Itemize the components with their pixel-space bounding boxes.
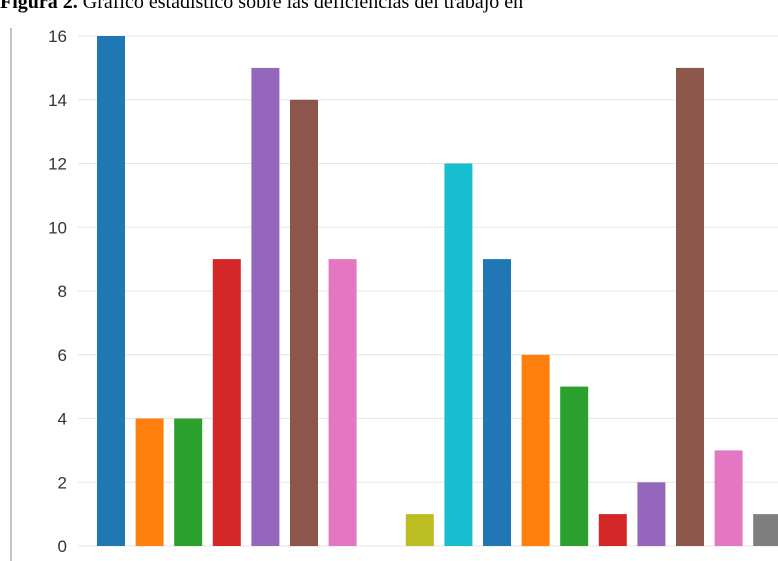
bar-15: [637, 482, 666, 547]
y-tick-label: 2: [58, 473, 67, 492]
bar-17: [714, 450, 743, 546]
y-tick-label: 8: [58, 282, 67, 301]
y-tick-label: 4: [58, 410, 67, 429]
figure-caption-label: Figura 2.: [0, 0, 78, 13]
y-tick-label: 16: [48, 27, 67, 46]
bar-16: [676, 67, 704, 547]
y-axis-ticks: 0 2 4 6 8 10 12 14 16: [48, 27, 67, 556]
y-tick-label: 10: [48, 218, 67, 237]
figure-caption: Figura 2. Gráfico estadístico sobre las …: [0, 0, 778, 15]
y-tick-label: 0: [58, 537, 67, 556]
bar-11: [483, 259, 511, 546]
bar-5: [251, 67, 280, 547]
bar-6: [290, 99, 318, 547]
bar-14: [598, 514, 627, 546]
bar-9: [405, 514, 434, 546]
y-tick-label: 6: [58, 346, 67, 365]
bar-4: [212, 259, 241, 546]
bar-12: [521, 354, 550, 547]
bar-10: [444, 163, 473, 546]
bar-18: [753, 514, 778, 546]
bars: [97, 36, 778, 547]
y-tick-label: 12: [48, 155, 67, 174]
bar-1: [97, 36, 125, 546]
bar-2: [135, 418, 164, 546]
bar-13: [560, 386, 589, 546]
figure-caption-text: Gráfico estadístico sobre las deficienci…: [82, 0, 524, 13]
bar-3: [174, 418, 203, 546]
y-tick-label: 14: [48, 91, 67, 110]
bar-7: [328, 259, 357, 546]
